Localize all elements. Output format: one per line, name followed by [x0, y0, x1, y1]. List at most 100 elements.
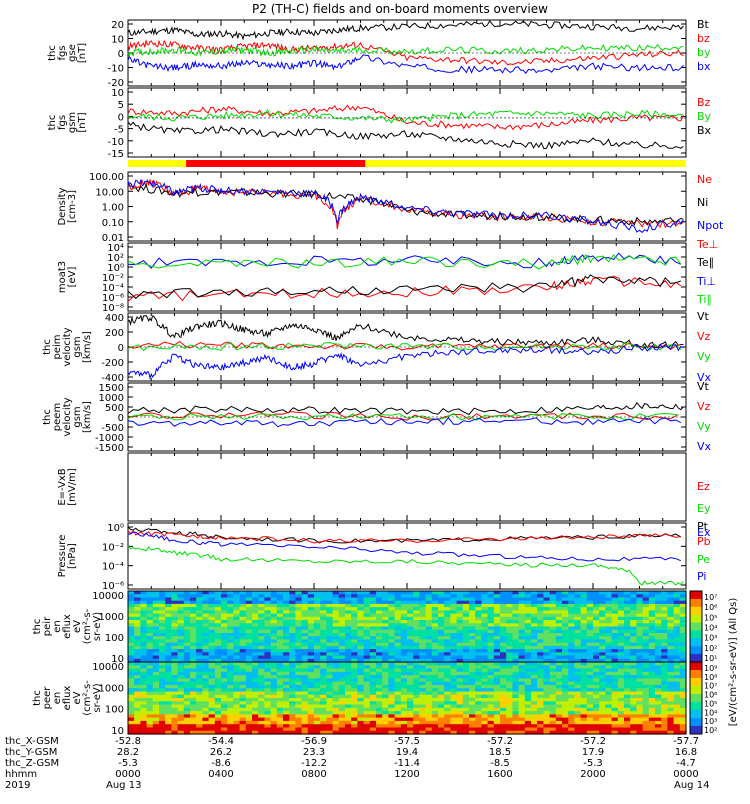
spectrogram-cell	[400, 639, 408, 644]
spectrogram-cell	[642, 717, 650, 722]
spectrogram-cell	[444, 616, 451, 621]
spectrogram-cell	[679, 698, 687, 702]
spectrogram-cell	[667, 730, 675, 735]
spectrogram-cell	[611, 701, 619, 706]
spectrogram-cell	[196, 594, 203, 598]
spectrogram-cell	[276, 662, 284, 666]
spectrogram-cell	[252, 665, 259, 670]
colorbar-tick: 10¹	[704, 654, 717, 663]
spectrogram-cell	[593, 684, 600, 689]
spectrogram-cell	[611, 642, 619, 647]
spectrogram-cell	[661, 714, 668, 719]
spectrogram-cell	[655, 707, 662, 712]
spectrogram-cell	[549, 642, 557, 647]
spectrogram-cell	[593, 662, 600, 666]
spectrogram-cell	[611, 600, 619, 605]
spectrogram-cell	[382, 607, 389, 611]
spectrogram-cell	[152, 717, 160, 722]
spectrogram-cell	[301, 610, 309, 615]
spectrogram-cell	[493, 662, 501, 666]
spectrogram-cell	[605, 620, 613, 624]
spectrogram-cell	[245, 613, 253, 618]
spectrogram-cell	[338, 704, 346, 709]
spectrogram-cell	[376, 636, 383, 640]
spectrogram-cell	[270, 623, 278, 628]
spectrogram-cell	[177, 694, 185, 699]
spectrogram-cell	[376, 675, 383, 679]
spectrogram-cell	[611, 597, 619, 602]
spectrogram-cell	[481, 652, 489, 657]
spectrogram-cell	[270, 681, 278, 686]
spectrogram-cell	[376, 597, 383, 602]
spectrogram-cell	[431, 698, 439, 702]
spectrogram-cell	[642, 633, 650, 637]
spectrogram-cell	[661, 691, 668, 696]
spectrogram-cell	[264, 684, 272, 689]
spectrogram-cell	[221, 671, 228, 676]
spectrogram-cell	[276, 720, 284, 725]
spectrogram-cell	[518, 698, 526, 702]
spectrogram-cell	[469, 639, 476, 644]
colorbar-segment	[690, 702, 702, 711]
spectrogram-cell	[208, 671, 216, 676]
spectrogram-cell	[400, 603, 408, 608]
spectrogram-cell	[648, 623, 656, 628]
spectrogram-cell	[128, 720, 135, 725]
spectrogram-cell	[376, 591, 383, 595]
ephemeris-value: 2000	[580, 769, 605, 780]
spectrogram-cell	[394, 645, 402, 650]
spectrogram-cell	[233, 694, 241, 699]
spectrogram-cell	[394, 603, 402, 608]
spectrogram-cell	[568, 698, 575, 702]
spectrogram-cell	[599, 681, 606, 686]
spectrogram-cell	[413, 688, 420, 693]
spectrogram-cell	[369, 684, 377, 689]
spectrogram-cell	[611, 652, 619, 657]
spectrogram-cell	[506, 665, 513, 670]
spectrogram-cell	[245, 675, 253, 679]
spectrogram-cell	[444, 645, 451, 650]
spectrogram-cell	[363, 684, 371, 689]
spectrogram-cell	[636, 668, 644, 673]
spectrogram-cell	[190, 633, 197, 637]
spectrogram-cell	[617, 626, 625, 631]
spectrogram-cell	[475, 642, 482, 647]
spectrogram-cell	[326, 665, 334, 670]
spectrogram-cell	[679, 691, 687, 696]
spectrogram-cell	[673, 720, 681, 725]
spectrogram-cell	[301, 591, 309, 595]
spectrogram-cell	[605, 717, 613, 722]
spectrogram-cell	[543, 662, 551, 666]
spectrogram-cell	[568, 730, 575, 735]
spectrogram-cell	[568, 610, 575, 615]
spectrogram-cell	[543, 645, 551, 650]
spectrogram-cell	[413, 698, 420, 702]
spectrogram-cell	[301, 623, 309, 628]
spectrogram-cell	[233, 724, 241, 729]
spectrogram-cell	[165, 652, 172, 657]
spectrogram-cell	[152, 668, 160, 673]
spectrogram-cell	[611, 730, 619, 735]
spectrogram-cell	[289, 675, 296, 679]
spectrogram-cell	[289, 591, 296, 595]
spectrogram-cell	[487, 603, 495, 608]
spectrogram-cell	[171, 639, 179, 644]
spectrogram-cell	[574, 717, 582, 722]
spectrogram-cell	[165, 694, 172, 699]
spectrogram-cell	[456, 711, 464, 715]
spectrogram-cell	[376, 658, 383, 663]
spectrogram-cell	[190, 658, 197, 663]
spectrogram-cell	[456, 645, 464, 650]
spectrogram-cell	[605, 597, 613, 602]
spectrogram-cell	[407, 694, 414, 699]
panel-frame	[127, 522, 687, 590]
spectrogram-cell	[376, 655, 383, 660]
spectrogram-cell	[648, 727, 656, 732]
spectrogram-cell	[363, 675, 371, 679]
y-axis-label: gsm	[67, 112, 78, 133]
spectrogram-cell	[574, 591, 582, 595]
spectrogram-cell	[493, 591, 501, 595]
spectrogram-cell	[605, 675, 613, 679]
spectrogram-cell	[524, 724, 532, 729]
spectrogram-cell	[196, 707, 203, 712]
